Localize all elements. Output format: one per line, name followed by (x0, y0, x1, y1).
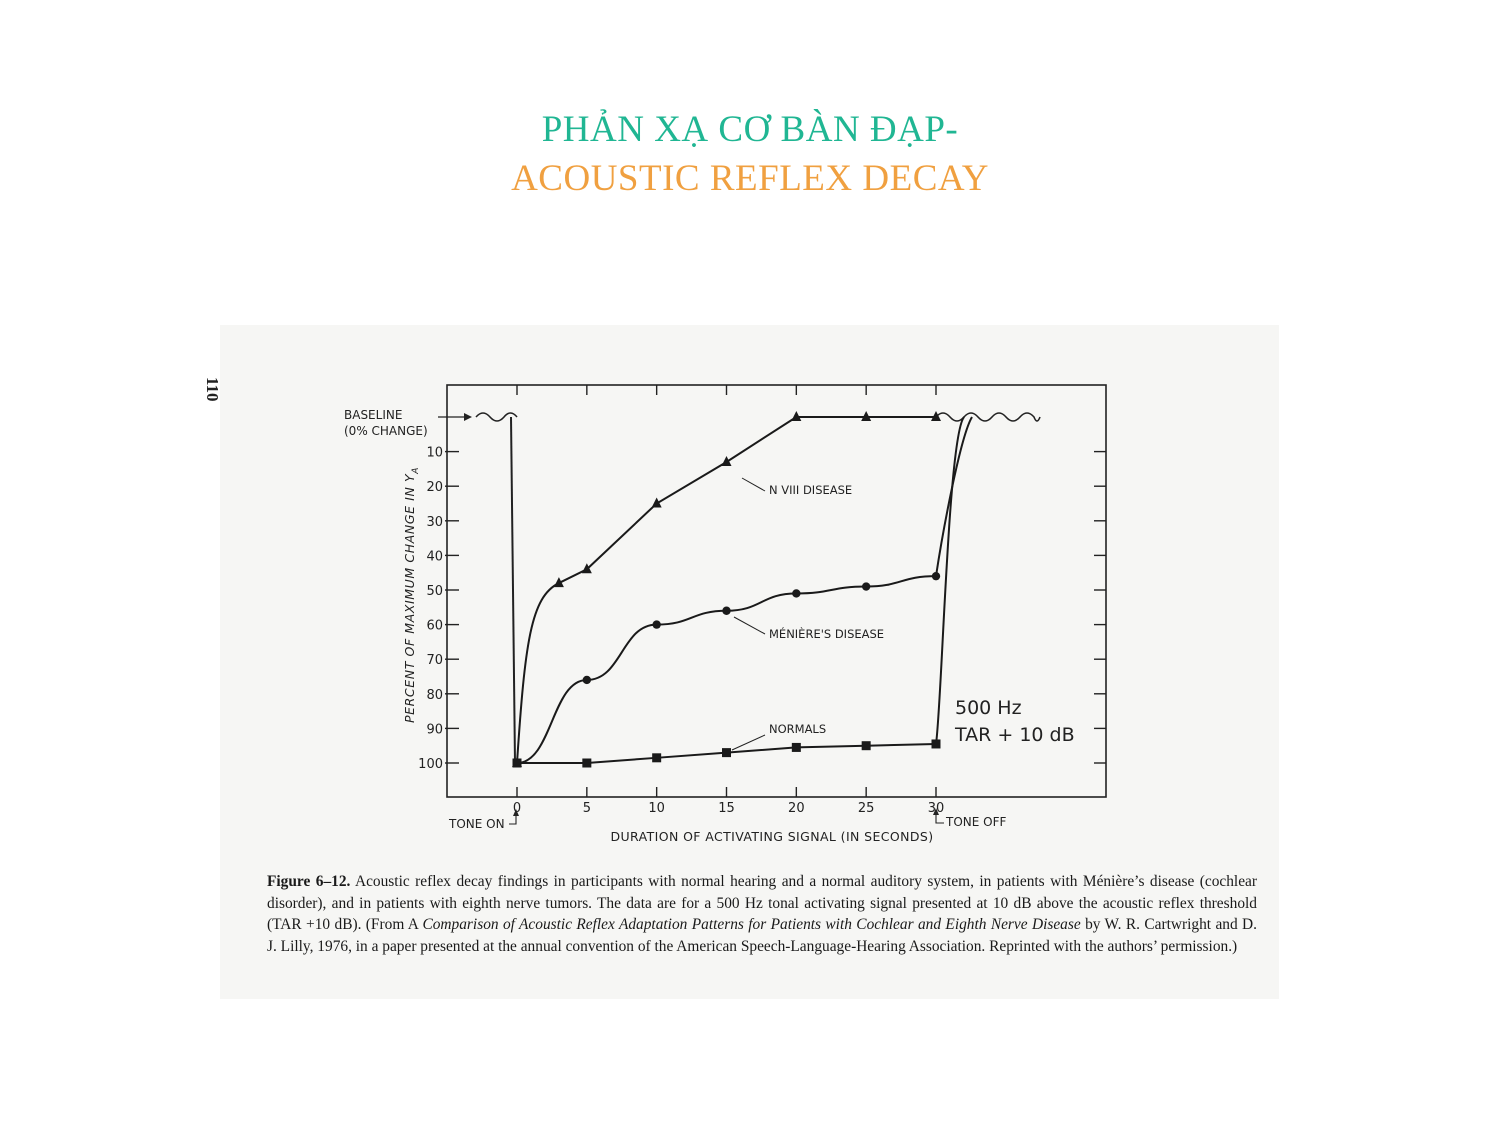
tone-on-arrow (509, 813, 517, 825)
plot-frame (446, 384, 1107, 798)
y-tick-label: 100 (418, 757, 443, 772)
x-tick-label: 5 (583, 801, 591, 816)
tone-off-label: TONE OFF (945, 815, 1006, 829)
condition-level: TAR + 10 dB (954, 724, 1075, 746)
series-line-1 (516, 575, 937, 764)
x-tick-label: 0 (513, 801, 521, 816)
y-tick-label: 50 (426, 584, 443, 599)
series-label-normals: NORMALS (769, 722, 826, 736)
marker-triangle (553, 577, 564, 588)
marker-triangle (651, 497, 662, 508)
marker-circle (582, 675, 592, 685)
series-label-n-viii: N VIII DISEASE (769, 483, 852, 497)
baseline-label-line2: (0% CHANGE) (344, 424, 428, 438)
marker-triangle (791, 411, 802, 421)
baseline-wave-post (935, 412, 1041, 422)
series-layer (475, 411, 1041, 768)
series-pointer-n-viii (741, 477, 766, 492)
x-tick-label: 20 (788, 801, 805, 816)
marker-square (861, 741, 871, 751)
marker-triangle (861, 411, 872, 421)
x-tick-label: 25 (858, 801, 875, 816)
onset-drop (510, 416, 516, 764)
marker-circle (861, 582, 871, 591)
y-tick-label: 70 (426, 653, 443, 668)
baseline-label-line1: BASELINE (344, 408, 402, 422)
series-pointer-normals (731, 734, 766, 751)
marker-square (582, 758, 592, 768)
slide-title-line2: ACOUSTIC REFLEX DECAY (511, 158, 989, 199)
series-pointer-menieres (733, 616, 766, 635)
x-tick-label: 10 (648, 801, 665, 816)
label-layer: BASELINE (0% CHANGE) PERCENT OF MAXIMUM … (344, 408, 1075, 844)
marker-square (512, 758, 522, 768)
marker-circle (722, 606, 731, 615)
marker-square (652, 753, 662, 763)
x-tick-label: 15 (718, 801, 735, 816)
marker-triangle (931, 411, 941, 421)
marker-circle (652, 620, 661, 629)
y-tick-label: 90 (426, 722, 443, 737)
marker-circle (931, 571, 941, 581)
y-tick-label: 40 (426, 549, 443, 564)
series-label-menieres: MÉNIÈRE'S DISEASE (769, 626, 884, 641)
tone-on-label: TONE ON (448, 817, 505, 831)
y-tick-label: 60 (426, 619, 443, 634)
baseline-wave-pre (475, 412, 518, 422)
marker-square (722, 748, 731, 758)
y-tick-label: 20 (426, 480, 443, 495)
marker-square (791, 742, 801, 752)
acoustic-reflex-chart: 102030405060708090100051015202530 BASELI… (344, 384, 1107, 844)
caption-text-part1: Acoustic reflex decay findings in partic… (267, 873, 1257, 933)
y-axis-label: PERCENT OF MAXIMUM CHANGE IN YA (402, 467, 421, 723)
series-line-0 (516, 416, 936, 764)
caption-text-part2: by W. R. Cartwright and D. J. Lilly, 197… (267, 916, 1257, 955)
page-number: 110 (203, 377, 222, 402)
tone-on-arrow-head (513, 809, 519, 816)
axis-layer: 102030405060708090100051015202530 (418, 385, 1106, 816)
y-tick-label: 80 (426, 688, 443, 703)
y-tick-label: 10 (426, 446, 443, 461)
tone-off-arrow-head (933, 808, 939, 815)
recovery-line-1 (935, 416, 973, 577)
condition-frequency: 500 Hz (955, 697, 1022, 719)
recovery-line-2 (935, 416, 965, 745)
marker-triangle (581, 563, 592, 574)
tone-off-arrow (935, 812, 944, 824)
slide-title-line1: PHẢN XẠ CƠ BÀN ĐẠP- (541, 109, 959, 150)
marker-circle (792, 589, 801, 598)
baseline-arrow-head (464, 413, 472, 421)
x-axis-label: DURATION OF ACTIVATING SIGNAL (IN SECOND… (610, 829, 933, 844)
figure-caption: Figure 6–12. Acoustic reflex decay findi… (267, 871, 1257, 957)
caption-italic-title: Comparison of Acoustic Reflex Adaptation… (422, 916, 1081, 933)
caption-label: Figure 6–12. (267, 873, 351, 890)
figure-panel: 110 102030405060708090100051015202530 BA… (203, 325, 1279, 999)
marker-triangle (721, 455, 732, 466)
y-tick-label: 30 (426, 515, 443, 530)
